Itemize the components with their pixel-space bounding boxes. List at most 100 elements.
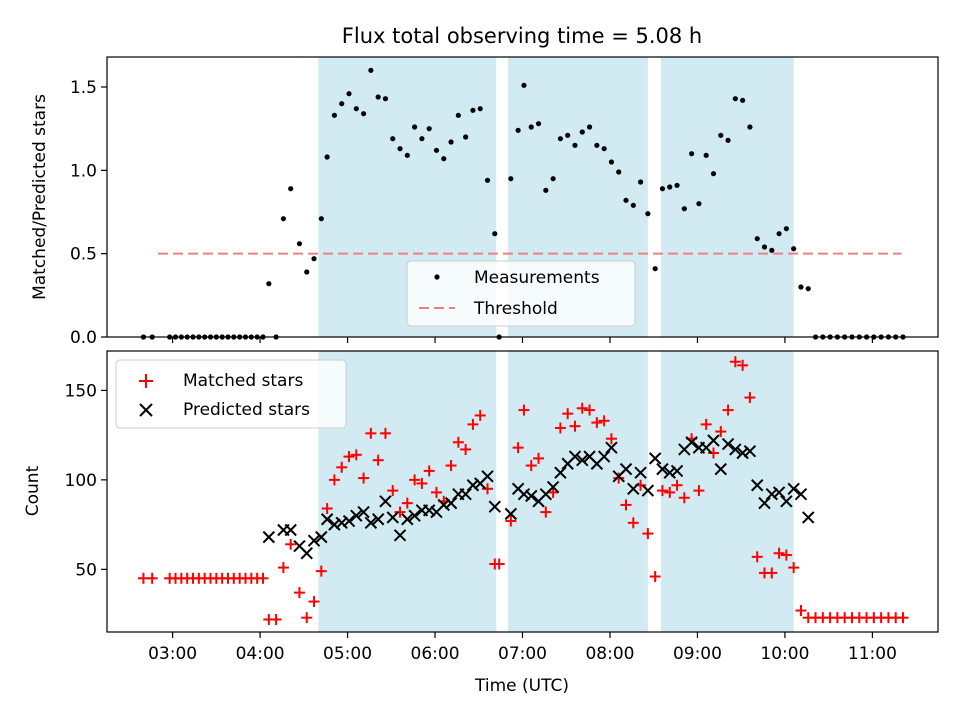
predicted-star-point bbox=[729, 443, 742, 456]
predicted-star-b bbox=[721, 437, 735, 451]
predicted-star-point bbox=[736, 446, 749, 460]
predicted-star-point bbox=[794, 487, 808, 501]
measurement-point bbox=[761, 244, 768, 250]
predicted-star-b bbox=[685, 436, 698, 449]
bottom-axes-frame bbox=[106, 350, 939, 633]
predicted-star-b bbox=[714, 462, 727, 476]
y-tick-label: 1.0 bbox=[70, 161, 97, 181]
matched-star-point bbox=[430, 486, 442, 498]
measurement-point bbox=[375, 94, 381, 100]
matched-star-point bbox=[505, 515, 517, 527]
predicted-star-b bbox=[758, 496, 771, 510]
measurement-point bbox=[769, 247, 775, 253]
measurement-point bbox=[645, 211, 651, 217]
matched-star-point bbox=[729, 356, 741, 368]
matched-star-point bbox=[627, 517, 639, 529]
matched-star-point bbox=[452, 436, 464, 448]
predicted-star-b bbox=[634, 466, 647, 479]
y-tick-label: 150 bbox=[65, 381, 97, 401]
matched-star-point bbox=[722, 404, 734, 416]
predicted-star-point bbox=[300, 547, 313, 560]
measurement-point bbox=[346, 91, 352, 97]
measurement-point bbox=[798, 284, 804, 290]
matched-star-point bbox=[693, 485, 705, 497]
predicted-star-b bbox=[315, 530, 328, 544]
predicted-star-point bbox=[707, 434, 720, 447]
measurement-point bbox=[288, 186, 294, 192]
observing-period-2 bbox=[507, 351, 648, 632]
matched-star-point bbox=[474, 409, 486, 421]
legend-measurements-label: Measurements bbox=[474, 268, 600, 288]
measurement-point bbox=[463, 134, 469, 140]
predicted-star-b bbox=[707, 434, 720, 447]
y-tick-label: 1.5 bbox=[70, 78, 97, 98]
predicted-star-point bbox=[554, 466, 567, 479]
predicted-star-point bbox=[663, 466, 676, 479]
predicted-star-b bbox=[648, 452, 662, 465]
predicted-star-b bbox=[408, 509, 421, 522]
matched-star-point bbox=[308, 596, 320, 608]
predicted-star-point bbox=[459, 487, 472, 501]
predicted-star-b bbox=[350, 509, 363, 522]
predicted-star-b bbox=[656, 462, 669, 476]
bottom-legend-box bbox=[115, 359, 347, 429]
measurement-point bbox=[710, 171, 717, 177]
matched-star-point bbox=[372, 454, 384, 466]
measurement-point bbox=[557, 136, 564, 142]
measurement-point bbox=[477, 106, 483, 112]
predicted-star-point bbox=[335, 516, 348, 530]
matched-star-point bbox=[293, 587, 305, 599]
legend-matched-marker bbox=[139, 374, 153, 388]
predicted-star-point bbox=[466, 479, 480, 492]
x-tick-label: 08:00 bbox=[585, 644, 634, 664]
matched-star-point bbox=[328, 474, 340, 486]
predicted-star-point bbox=[751, 479, 764, 492]
measurement-point bbox=[433, 147, 440, 153]
matched-star-point bbox=[897, 612, 909, 624]
bottom-observing-periods bbox=[318, 351, 794, 632]
predicted-star-point bbox=[641, 484, 655, 497]
predicted-star-point bbox=[619, 462, 633, 476]
predicted-star-b bbox=[597, 450, 611, 463]
predicted-star-point bbox=[357, 505, 370, 519]
predicted-star-b bbox=[729, 443, 742, 456]
observing-period-3 bbox=[661, 57, 794, 337]
predicted-star-point bbox=[320, 513, 334, 526]
measurement-point bbox=[419, 136, 425, 142]
predicted-star-point bbox=[350, 509, 363, 522]
predicted-star-b bbox=[794, 487, 808, 501]
matched-star-point bbox=[525, 460, 537, 472]
observing-period-1 bbox=[318, 351, 497, 632]
top-axes-frame bbox=[106, 56, 939, 338]
predicted-star-point bbox=[408, 509, 421, 522]
measurement-point bbox=[484, 177, 491, 183]
predicted-star-b bbox=[300, 547, 313, 560]
matched-star-point bbox=[656, 485, 668, 497]
matched-star-point bbox=[365, 427, 377, 439]
measurement-point bbox=[521, 82, 527, 88]
predicted-star-b bbox=[743, 445, 757, 458]
predicted-star-b bbox=[619, 462, 633, 476]
measurement-point bbox=[353, 106, 359, 112]
top-y-axis-label: Matched/Predicted stars bbox=[30, 94, 50, 300]
predicted-star-b bbox=[751, 479, 764, 492]
predicted-star-point bbox=[576, 453, 589, 467]
matched-star-point bbox=[737, 359, 749, 371]
predicted-star-point bbox=[568, 450, 582, 463]
predicted-star-b bbox=[437, 498, 450, 512]
matched-star-point bbox=[343, 451, 355, 463]
matched-star-point bbox=[562, 408, 574, 420]
measurement-point bbox=[368, 67, 374, 73]
matched-star-point bbox=[707, 447, 719, 459]
measurement-point bbox=[747, 124, 753, 130]
measurement-point bbox=[515, 127, 521, 133]
measurement-point bbox=[776, 231, 782, 237]
predicted-star-b bbox=[488, 500, 502, 513]
matched-star-point bbox=[321, 503, 333, 515]
measurement-point bbox=[703, 152, 709, 158]
matched-star-point bbox=[649, 571, 661, 583]
matched-star-point bbox=[795, 605, 807, 617]
matched-star-point bbox=[277, 562, 289, 574]
matched-star-point bbox=[409, 474, 421, 486]
matched-star-point bbox=[569, 420, 581, 432]
